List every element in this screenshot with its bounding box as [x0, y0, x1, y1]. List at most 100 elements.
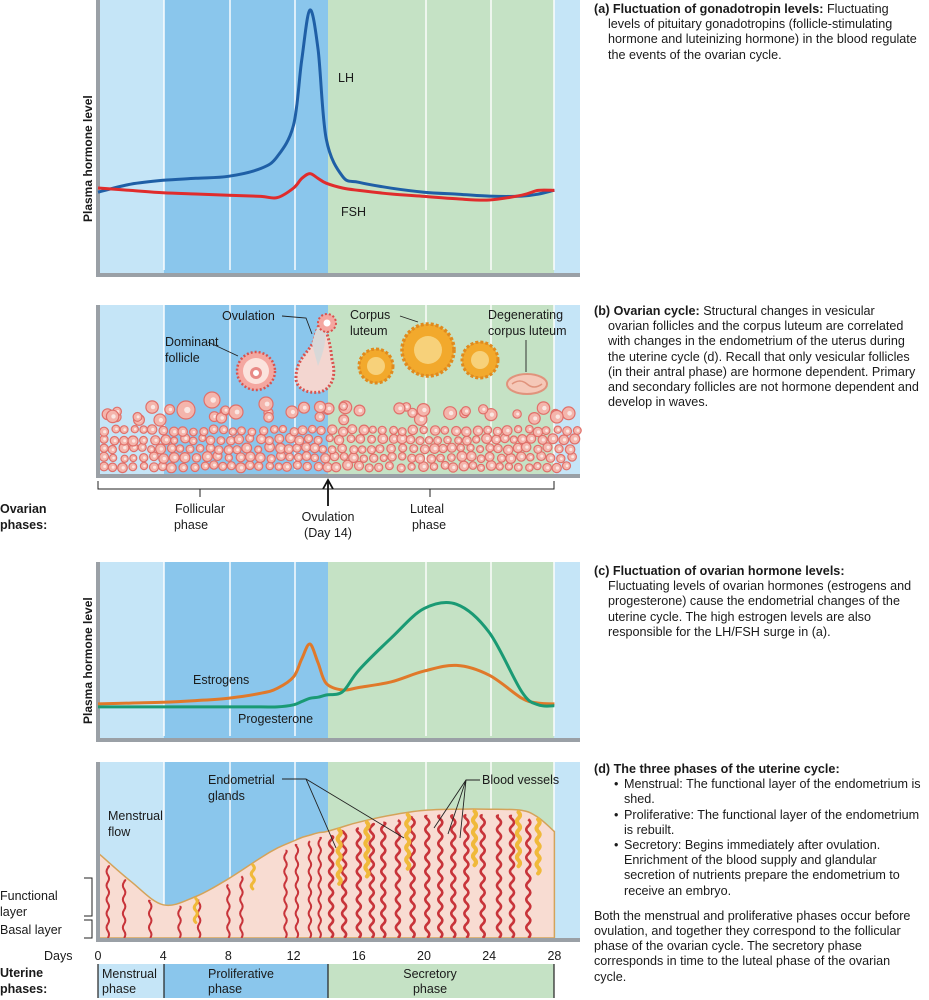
- follicle-oocyte: [433, 465, 436, 468]
- follicle-oocyte: [227, 448, 231, 452]
- follicle-oocyte: [566, 429, 570, 433]
- follicle-oocyte: [506, 428, 510, 433]
- panel-c-end-bg: [554, 562, 580, 740]
- follicle-oocyte: [248, 463, 252, 467]
- follicle-oocyte: [359, 437, 363, 441]
- follicle-oocyte: [123, 439, 127, 443]
- follicle-oocyte: [324, 456, 328, 460]
- follicle-oocyte: [444, 463, 447, 467]
- follicle-oocyte: [571, 455, 575, 459]
- follicle-oocyte: [485, 436, 490, 441]
- follicle-oocyte: [517, 428, 520, 431]
- follicle-oocyte: [317, 438, 321, 442]
- follicle-oocyte: [230, 464, 234, 468]
- follicle-oocyte: [377, 466, 381, 469]
- panel-c-desc-head: (c) Fluctuation of ovarian hormone level…: [594, 564, 845, 578]
- spiral-artery: [317, 836, 322, 939]
- glands-leader: [282, 778, 405, 849]
- follicle-oocyte: [516, 412, 520, 416]
- panel-c-luteal-bg: [328, 562, 554, 740]
- panel-d-end-bg: [554, 762, 580, 940]
- follicle-oocyte: [358, 464, 362, 468]
- follicle-oocyte: [549, 456, 553, 460]
- lh-curve: [97, 8, 555, 198]
- follicle-oocyte: [465, 430, 469, 434]
- spiral-artery: [283, 849, 288, 939]
- panel-c-frame: [96, 562, 580, 742]
- panel-a-frame: [96, 0, 580, 277]
- follicle-oocyte: [305, 445, 309, 449]
- follicle-oocyte: [411, 411, 415, 415]
- follicle-oocyte: [153, 454, 156, 458]
- estrogens-curve: [97, 642, 555, 706]
- spiral-artery: [409, 815, 416, 939]
- follicle-oocyte: [320, 429, 324, 432]
- follicle-oocyte: [422, 407, 427, 413]
- lh-label: LH: [338, 71, 354, 85]
- follicle-oocyte: [264, 401, 270, 407]
- follicle-oocyte: [195, 456, 199, 460]
- follicle-oocyte: [528, 466, 532, 469]
- follicle-oocyte: [521, 437, 525, 441]
- follicle-oocyte: [419, 417, 424, 422]
- follicle-oocyte: [257, 464, 261, 468]
- spiral-artery: [239, 875, 244, 939]
- follicle-oocyte: [410, 465, 414, 469]
- follicle-oocyte: [434, 428, 438, 433]
- follicle-oocyte: [419, 457, 423, 461]
- follicle-oocyte: [567, 411, 572, 416]
- functional-layer-label: Functional: [0, 889, 58, 903]
- follicle-oocyte: [182, 466, 186, 470]
- functional-layer-bracket: [84, 877, 93, 917]
- spiral-artery: [327, 834, 335, 939]
- follicle-oocyte: [268, 445, 272, 449]
- follicle-oocyte: [302, 405, 307, 410]
- follicle-oocyte: [351, 427, 355, 431]
- follicle-oocyte: [327, 406, 332, 411]
- follicle-oocyte: [346, 463, 350, 467]
- day-tick-label: 16: [352, 949, 366, 963]
- follicle-oocyte: [533, 416, 538, 421]
- panel-b-desc-head: (b) Ovarian cycle:: [594, 304, 700, 318]
- follicle-oocyte: [335, 465, 339, 469]
- spiral-artery: [121, 879, 127, 939]
- follicle-oocyte: [477, 429, 481, 433]
- follicle-oocyte: [537, 430, 541, 434]
- spiral-artery: [355, 826, 363, 939]
- follicle-oocyte: [184, 436, 188, 440]
- degenerating-corpus-luteum-drawing: [506, 373, 548, 395]
- panel-b-ovarian-cycle: Dominant follicle Ovulation Corpus luteu…: [0, 305, 582, 540]
- follicle-oocyte: [184, 406, 191, 414]
- follicle-oocyte: [153, 465, 157, 469]
- follicle-oocyte: [189, 447, 193, 451]
- proliferative-phase-label: Proliferative: [208, 967, 274, 981]
- follicle-oocyte: [517, 446, 521, 450]
- follicle-oocyte: [542, 405, 547, 411]
- spiral-artery: [463, 813, 470, 939]
- ovulation-label: Ovulation: [222, 309, 275, 323]
- panel-a-follicular-bg: [164, 0, 328, 275]
- follicle-oocyte: [401, 455, 405, 458]
- follicle-oocyte: [199, 447, 202, 450]
- follicle-oocyte: [489, 446, 492, 450]
- follicle-oocyte: [209, 438, 213, 442]
- estrogens-label: Estrogens: [193, 673, 249, 687]
- follicle-oocyte: [358, 408, 363, 413]
- follicle-oocyte: [341, 446, 345, 450]
- follicle-oocyte: [112, 456, 115, 460]
- follicle-oocyte: [446, 438, 450, 442]
- follicle-oocyte: [499, 465, 502, 468]
- follicle-oocyte: [161, 464, 165, 468]
- follicle-oocyte: [520, 455, 524, 459]
- follicle-oocyte: [569, 447, 573, 452]
- fsh-label: FSH: [341, 205, 366, 219]
- follicle-oocyte: [479, 447, 482, 451]
- ovulation-leader: [281, 315, 313, 335]
- follicle-oocyte: [448, 410, 454, 416]
- follicle-oocyte: [173, 430, 177, 434]
- follicle-oocyte: [133, 445, 136, 449]
- follicle-oocyte: [209, 446, 213, 450]
- follicle-oocyte: [439, 456, 443, 460]
- follicle-oocyte: [419, 439, 422, 442]
- follicle-oocyte: [282, 427, 285, 431]
